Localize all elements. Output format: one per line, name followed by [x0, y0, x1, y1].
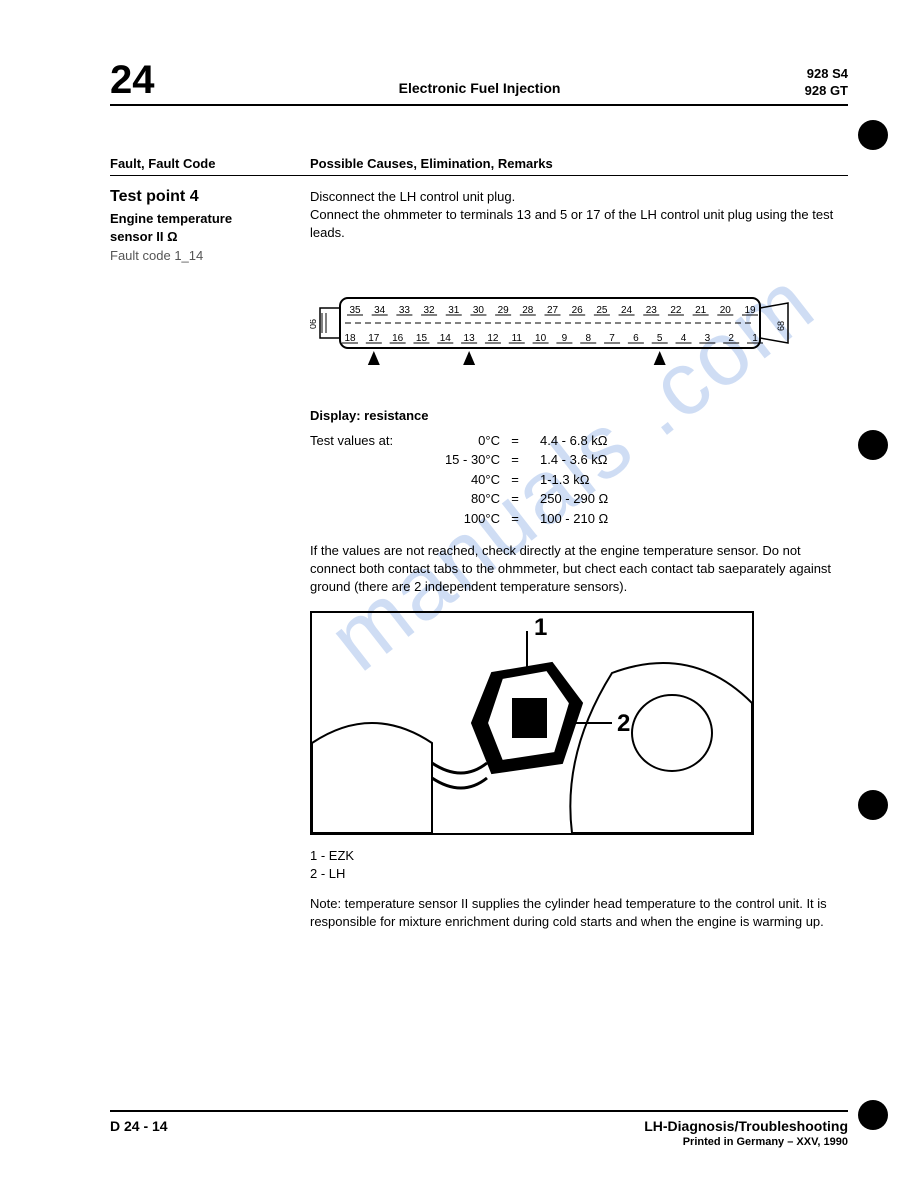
connector-diagram: 06 68 3534333231302928272625242322212019… — [310, 283, 848, 378]
svg-text:19: 19 — [744, 305, 756, 316]
fault-code: Fault code 1_14 — [110, 248, 310, 263]
footer-right: LH-Diagnosis/Troubleshooting Printed in … — [644, 1118, 848, 1148]
res-val: 100 - 210 Ω — [530, 509, 660, 529]
svg-text:12: 12 — [487, 333, 499, 344]
svg-text:31: 31 — [448, 305, 460, 316]
svg-text:24: 24 — [621, 305, 633, 316]
footer-sub: Printed in Germany – XXV, 1990 — [644, 1136, 848, 1148]
equals: = — [500, 489, 530, 509]
svg-text:13: 13 — [464, 333, 476, 344]
svg-text:28: 28 — [522, 305, 534, 316]
diagram-legend: 1 - EZK 2 - LH — [310, 847, 848, 883]
sensor-label-2: 2 — [617, 710, 630, 737]
page-header: 24 Electronic Fuel Injection 928 S4 928 … — [110, 60, 848, 106]
table-row: Test values at: 0°C = 4.4 - 6.8 kΩ — [310, 431, 848, 451]
table-row: 80°C = 250 - 290 Ω — [310, 489, 848, 509]
resistance-table: Test values at: 0°C = 4.4 - 6.8 kΩ 15 - … — [310, 431, 848, 529]
svg-text:33: 33 — [399, 305, 411, 316]
page-content: 24 Electronic Fuel Injection 928 S4 928 … — [0, 0, 918, 1188]
svg-text:29: 29 — [498, 305, 510, 316]
left-column: Test point 4 Engine temperature sensor I… — [110, 188, 310, 931]
svg-text:26: 26 — [572, 305, 584, 316]
equals: = — [500, 431, 530, 451]
test-values-label: Test values at: — [310, 431, 420, 451]
test-point-title: Test point 4 — [110, 188, 310, 206]
svg-text:27: 27 — [547, 305, 559, 316]
svg-text:21: 21 — [695, 305, 707, 316]
table-row: 40°C = 1-1.3 kΩ — [310, 470, 848, 490]
content-row: Test point 4 Engine temperature sensor I… — [110, 188, 848, 931]
test-subtitle-1: Engine temperature — [110, 210, 310, 228]
connector-svg: 06 68 3534333231302928272625242322212019… — [310, 283, 790, 373]
svg-text:22: 22 — [670, 305, 682, 316]
sensor-label-1: 1 — [534, 614, 547, 641]
svg-text:4: 4 — [681, 333, 687, 344]
instruction-1: Disconnect the LH control unit plug. — [310, 188, 848, 206]
res-val: 1-1.3 kΩ — [530, 470, 660, 490]
col-header-left: Fault, Fault Code — [110, 156, 310, 171]
connector-left-label: 06 — [310, 319, 318, 329]
equals: = — [500, 509, 530, 529]
svg-text:30: 30 — [473, 305, 485, 316]
res-temp: 40°C — [420, 470, 500, 490]
display-heading: Display: resistance — [310, 408, 848, 423]
svg-text:2: 2 — [728, 333, 734, 344]
header-models: 928 S4 928 GT — [805, 66, 848, 100]
svg-text:15: 15 — [416, 333, 428, 344]
table-row: 100°C = 100 - 210 Ω — [310, 509, 848, 529]
instruction-2: Connect the ohmmeter to terminals 13 and… — [310, 206, 848, 242]
right-column: Disconnect the LH control unit plug. Con… — [310, 188, 848, 931]
model-2: 928 GT — [805, 83, 848, 100]
res-temp: 100°C — [420, 509, 500, 529]
column-headers: Fault, Fault Code Possible Causes, Elimi… — [110, 156, 848, 176]
svg-text:8: 8 — [585, 333, 591, 344]
note-text: Note: temperature sensor II supplies the… — [310, 895, 848, 931]
footer-page-ref: D 24 - 14 — [110, 1118, 168, 1134]
col-header-right: Possible Causes, Elimination, Remarks — [310, 156, 848, 171]
legend-2: 2 - LH — [310, 865, 848, 883]
svg-text:34: 34 — [374, 305, 386, 316]
res-temp: 80°C — [420, 489, 500, 509]
equals: = — [500, 470, 530, 490]
section-number: 24 — [110, 60, 155, 100]
header-title: Electronic Fuel Injection — [155, 80, 805, 100]
table-row: 15 - 30°C = 1.4 - 3.6 kΩ — [310, 450, 848, 470]
svg-text:25: 25 — [596, 305, 608, 316]
res-temp: 15 - 30°C — [420, 450, 500, 470]
svg-text:20: 20 — [720, 305, 732, 316]
svg-text:9: 9 — [562, 333, 568, 344]
res-val: 4.4 - 6.8 kΩ — [530, 431, 660, 451]
svg-text:5: 5 — [657, 333, 663, 344]
svg-text:1: 1 — [752, 333, 758, 344]
svg-text:16: 16 — [392, 333, 404, 344]
svg-text:10: 10 — [535, 333, 547, 344]
svg-text:32: 32 — [424, 305, 436, 316]
res-val: 1.4 - 3.6 kΩ — [530, 450, 660, 470]
svg-text:23: 23 — [646, 305, 658, 316]
svg-text:6: 6 — [633, 333, 639, 344]
test-subtitle-2: sensor II Ω — [110, 228, 310, 246]
svg-text:17: 17 — [368, 333, 380, 344]
equals: = — [500, 450, 530, 470]
footer-title: LH-Diagnosis/Troubleshooting — [644, 1118, 848, 1134]
svg-text:14: 14 — [440, 333, 452, 344]
svg-text:7: 7 — [609, 333, 615, 344]
model-1: 928 S4 — [805, 66, 848, 83]
legend-1: 1 - EZK — [310, 847, 848, 865]
svg-text:35: 35 — [349, 305, 361, 316]
paragraph: If the values are not reached, check dir… — [310, 542, 848, 597]
connector-right-label: 68 — [776, 321, 786, 331]
page-footer: D 24 - 14 LH-Diagnosis/Troubleshooting P… — [110, 1110, 848, 1148]
res-temp: 0°C — [420, 431, 500, 451]
svg-text:3: 3 — [705, 333, 711, 344]
res-val: 250 - 290 Ω — [530, 489, 660, 509]
svg-text:11: 11 — [512, 333, 523, 344]
svg-text:18: 18 — [344, 333, 356, 344]
sensor-diagram: 1 2 — [310, 611, 754, 835]
